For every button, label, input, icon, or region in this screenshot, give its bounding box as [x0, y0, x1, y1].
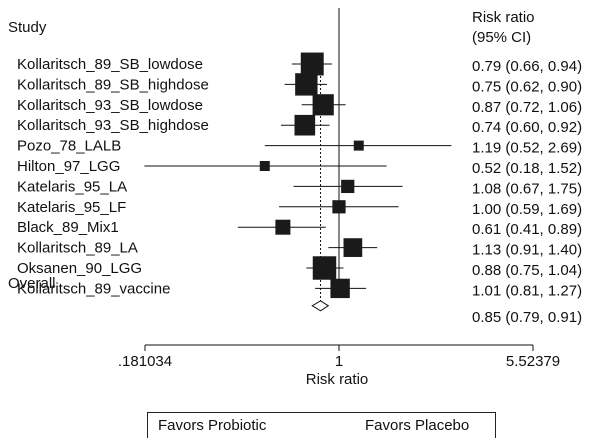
study-label: Kollaritsch_93_SB_highdose: [17, 117, 209, 134]
x-axis: .181034 1 5.52379: [118, 344, 560, 370]
study-label: Kollaritsch_89_SB_lowdose: [17, 56, 203, 73]
overall-row: 0.85 (0.79, 0.91) Overall: [8, 275, 582, 326]
ci-text: 0.88 (0.75, 1.04): [472, 262, 582, 279]
study-label: Katelaris_95_LF: [17, 199, 126, 216]
study-row: Kollaritsch_89_SB_highdose 0.75 (0.62, 0.…: [17, 73, 582, 96]
study-row: Oksanen_90_LGG 0.88 (0.75, 1.04): [17, 256, 582, 280]
point-estimate-square: [295, 73, 318, 96]
study-row: Kollaritsch_93_SB_lowdose 0.87 (0.72, 1.0…: [17, 94, 582, 116]
study-label: Pozo_78_LALB: [17, 138, 121, 155]
ci-text: 1.13 (0.91, 1.40): [472, 242, 582, 259]
favors-probiotic-label: Favors Probiotic: [158, 417, 267, 434]
study-row: Pozo_78_LALB 1.19 (0.52, 2.69): [17, 138, 582, 157]
study-row: Kollaritsch_89_vaccine 1.01 (0.81, 1.27): [17, 278, 582, 299]
ci-text: 0.79 (0.66, 0.94): [472, 58, 582, 75]
point-estimate-square: [294, 114, 316, 136]
study-row: Kollaritsch_89_LA 1.13 (0.91, 1.40): [17, 238, 582, 259]
ci-text: 0.61 (0.41, 0.89): [472, 221, 582, 238]
study-label: Black_89_Mix1: [17, 219, 119, 236]
x-axis-label: Risk ratio: [306, 371, 369, 388]
study-row: Kollaritsch_89_SB_lowdose 0.79 (0.66, 0.9…: [17, 52, 582, 76]
x-tick-label: .181034: [118, 353, 172, 370]
study-row: Katelaris_95_LA 1.08 (0.67, 1.75): [17, 178, 582, 197]
overall-diamond: [311, 300, 330, 312]
study-label: Kollaritsch_93_SB_lowdose: [17, 97, 203, 114]
point-estimate-square: [353, 140, 364, 151]
overall-ci-text: 0.85 (0.79, 0.91): [472, 309, 582, 326]
ci-text: 1.01 (0.81, 1.27): [472, 282, 582, 299]
study-row: Hilton_97_LGG 0.52 (0.18, 1.52): [17, 158, 582, 177]
ci-column-header: (95% CI): [472, 29, 531, 46]
point-estimate-square: [275, 219, 291, 235]
x-tick-label: 5.52379: [506, 353, 560, 370]
point-estimate-square: [259, 161, 270, 171]
study-rows: Kollaritsch_89_SB_lowdose 0.79 (0.66, 0.9…: [17, 52, 582, 299]
study-label: Oksanen_90_LGG: [17, 260, 142, 277]
study-column-header: Study: [8, 19, 47, 36]
study-label: Hilton_97_LGG: [17, 158, 120, 175]
point-estimate-square: [312, 94, 334, 116]
favors-box: [147, 412, 496, 438]
overall-label: Overall: [8, 275, 56, 292]
ci-text: 1.00 (0.59, 1.69): [472, 201, 582, 218]
favors-placebo-label: Favors Placebo: [365, 417, 470, 434]
effect-column-header: Risk ratio: [472, 9, 535, 26]
x-tick-label: 1: [335, 353, 343, 370]
ci-text: 0.87 (0.72, 1.06): [472, 99, 582, 116]
ci-text: 0.52 (0.18, 1.52): [472, 160, 582, 177]
study-row: Katelaris_95_LF 1.00 (0.59, 1.69): [17, 199, 582, 218]
point-estimate-square: [312, 256, 337, 280]
study-row: Black_89_Mix1 0.61 (0.41, 0.89): [17, 219, 582, 238]
study-label: Kollaritsch_89_vaccine: [17, 280, 170, 297]
study-label: Katelaris_95_LA: [17, 178, 127, 195]
point-estimate-square: [332, 200, 346, 214]
ci-text: 0.75 (0.62, 0.90): [472, 78, 582, 95]
ci-text: 0.74 (0.60, 0.92): [472, 119, 582, 136]
ci-text: 1.19 (0.52, 2.69): [472, 140, 582, 157]
study-row: Kollaritsch_93_SB_highdose 0.74 (0.60, 0.…: [17, 114, 582, 136]
study-label: Kollaritsch_89_LA: [17, 240, 138, 257]
ci-text: 1.08 (0.67, 1.75): [472, 180, 582, 197]
point-estimate-square: [341, 179, 355, 194]
point-estimate-square: [343, 238, 363, 257]
point-estimate-square: [330, 278, 350, 299]
study-label: Kollaritsch_89_SB_highdose: [17, 76, 209, 93]
point-estimate-square: [300, 52, 324, 76]
